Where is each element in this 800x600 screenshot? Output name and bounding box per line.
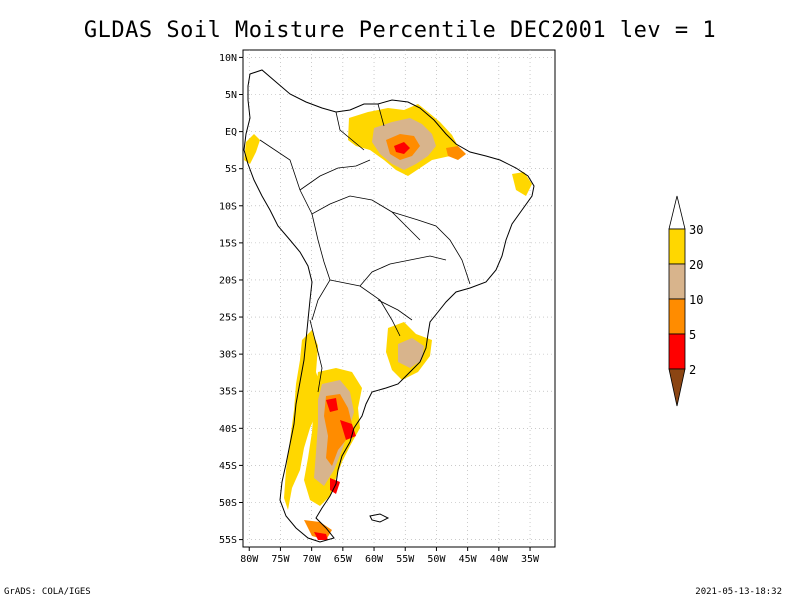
legend-swatch-10-20 [668, 263, 686, 300]
lon-tick-label: 65W [334, 554, 353, 565]
lat-tick-label: 10S [219, 201, 237, 212]
legend-colorbar: 30 20 10 5 2 [668, 195, 703, 407]
lat-tick-label: 35S [219, 387, 237, 398]
lat-tick-label: 20S [219, 275, 237, 286]
legend-swatch-20-30 [668, 228, 686, 265]
legend-swatch-2-5 [668, 333, 686, 370]
lat-tick-label: 30S [219, 350, 237, 361]
legend-swatch-above-30 [668, 195, 686, 230]
latitude-axis: 10N 5N EQ 5S 10S 15S 20S 25S 30S 35S 40S 45S 50S 55S [219, 53, 243, 546]
lon-tick-label: 40W [490, 554, 509, 565]
shade-patagonia-yellow [284, 330, 322, 510]
legend-label-2: 2 [689, 363, 696, 377]
shade-amazon-red [394, 142, 410, 154]
lon-tick-label: 35W [521, 554, 540, 565]
legend-label-5: 5 [689, 328, 696, 342]
legend-swatch-5-10 [668, 298, 686, 335]
shade-argentina-red1 [326, 398, 338, 412]
legend-label-20: 20 [689, 258, 703, 272]
lon-tick-label: 75W [271, 554, 290, 565]
lon-tick-label: 50W [427, 554, 446, 565]
shade-amapa [446, 146, 466, 160]
legend-label-30: 30 [689, 223, 703, 237]
lat-tick-label: 5S [225, 164, 237, 175]
longitude-axis: 80W 75W 70W 65W 60W 55W 50W 45W 40W 35W [240, 547, 540, 565]
lon-tick-label: 45W [459, 554, 478, 565]
lon-tick-label: 55W [396, 554, 415, 565]
lon-tick-label: 60W [365, 554, 384, 565]
lat-tick-label: 50S [219, 498, 237, 509]
shade-argentina-orange [324, 394, 352, 466]
legend-swatch-below-2 [668, 368, 686, 407]
lat-tick-label: 10N [219, 53, 237, 64]
footer-credit: GrADS: COLA/IGES [4, 587, 91, 597]
lat-tick-label: 5N [225, 90, 237, 101]
lat-tick-label: 15S [219, 238, 237, 249]
lon-tick-label: 80W [240, 554, 259, 565]
shade-ne-brazil [512, 172, 532, 196]
grid-lines [243, 50, 555, 547]
lat-tick-label: 55S [219, 535, 237, 546]
legend-label-10: 10 [689, 293, 703, 307]
lon-tick-label: 70W [303, 554, 322, 565]
lat-tick-label: 25S [219, 313, 237, 324]
lat-tick-label: EQ [225, 127, 237, 138]
footer-timestamp: 2021-05-13-18:32 [695, 587, 782, 597]
shade-ecuador [244, 134, 260, 164]
south-america-coastline [243, 69, 535, 543]
falkland-islands [369, 513, 390, 523]
percentile-shading [244, 104, 532, 540]
lat-tick-label: 40S [219, 424, 237, 435]
shade-tierra-fuego-red [314, 532, 328, 540]
country-borders [259, 103, 471, 393]
shade-uruguay-brown [398, 338, 424, 368]
map-title: GLDAS Soil Moisture Percentile DEC2001 l… [83, 18, 717, 43]
lat-tick-label: 45S [219, 461, 237, 472]
